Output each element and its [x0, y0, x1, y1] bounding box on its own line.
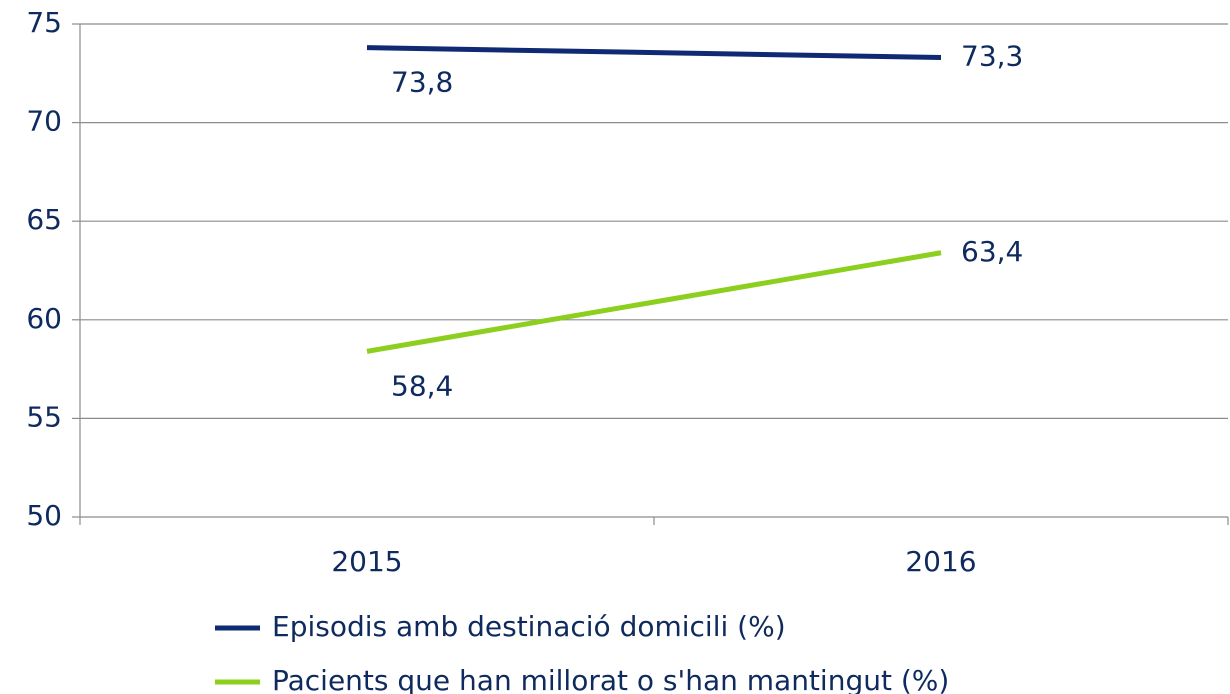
y-tick-label: 55 [26, 400, 62, 433]
y-tick-label: 65 [26, 203, 62, 236]
data-label: 73,3 [961, 40, 1023, 73]
x-tick-label: 2015 [331, 545, 402, 578]
data-label: 58,4 [391, 369, 453, 402]
y-tick-label: 70 [26, 105, 62, 138]
y-tick-label: 75 [26, 6, 62, 39]
legend-label: Pacients que han millorat o s'han mantin… [272, 664, 949, 694]
data-label: 63,4 [961, 235, 1023, 268]
x-tick-label: 2016 [905, 545, 976, 578]
line [366, 45, 942, 61]
legend-label: Episodis amb destinació domicili (%) [272, 610, 786, 643]
y-tick-label: 50 [26, 499, 62, 532]
line [366, 250, 942, 354]
data-label: 73,8 [391, 66, 453, 99]
y-tick-label: 60 [26, 302, 62, 335]
